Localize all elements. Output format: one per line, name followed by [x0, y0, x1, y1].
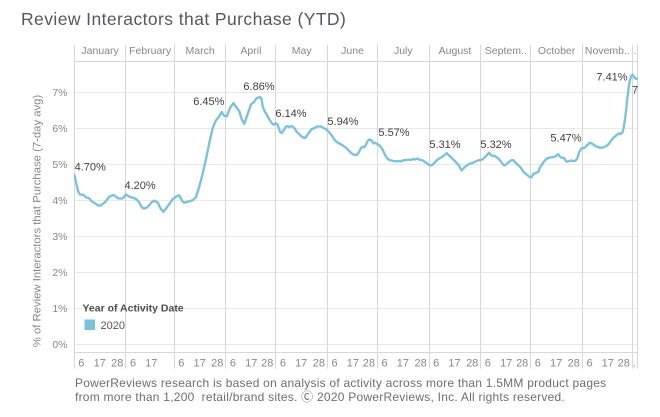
svg-text:28: 28: [313, 358, 325, 370]
svg-text:5.94%: 5.94%: [327, 116, 358, 128]
svg-text:0%: 0%: [52, 339, 67, 351]
svg-text:7: 7: [632, 84, 638, 96]
svg-text:% of Review Interactors that P: % of Review Interactors that Purchase (7…: [32, 95, 44, 348]
svg-text:5.57%: 5.57%: [378, 127, 409, 139]
svg-text:28: 28: [618, 358, 630, 370]
svg-text:August: August: [439, 45, 472, 57]
svg-text:17: 17: [448, 358, 460, 370]
svg-text:May: May: [292, 45, 313, 57]
svg-text:28: 28: [568, 358, 580, 370]
svg-text:Septem..: Septem..: [485, 45, 527, 57]
svg-text:17: 17: [347, 358, 359, 370]
svg-text:28: 28: [211, 358, 223, 370]
svg-text:6%: 6%: [52, 123, 67, 135]
svg-text:June: June: [341, 45, 364, 57]
svg-text:6: 6: [485, 358, 491, 370]
svg-text:February: February: [129, 45, 172, 57]
svg-text:17: 17: [245, 358, 257, 370]
svg-text:6: 6: [535, 358, 541, 370]
svg-text:October: October: [538, 45, 576, 57]
svg-text:4%: 4%: [52, 195, 67, 207]
svg-text:28: 28: [516, 358, 528, 370]
svg-text:6: 6: [586, 358, 592, 370]
svg-text:6: 6: [280, 358, 286, 370]
svg-text:17: 17: [397, 358, 409, 370]
svg-text:1%: 1%: [52, 303, 67, 315]
svg-text:17: 17: [145, 358, 157, 370]
svg-text:28: 28: [261, 358, 273, 370]
svg-text:April: April: [240, 45, 261, 57]
svg-text:3%: 3%: [52, 231, 67, 243]
svg-text:7.41%: 7.41%: [596, 71, 627, 83]
svg-text:17: 17: [500, 358, 512, 370]
svg-text:17: 17: [550, 358, 562, 370]
svg-text:17: 17: [295, 358, 307, 370]
svg-text:28: 28: [363, 358, 375, 370]
svg-text:.: .: [633, 358, 636, 370]
svg-text:6.86%: 6.86%: [243, 81, 274, 93]
svg-text:July: July: [394, 45, 413, 57]
svg-text:Year of Activity Date: Year of Activity Date: [83, 303, 184, 315]
svg-text:5.32%: 5.32%: [480, 139, 511, 151]
svg-text:17: 17: [193, 358, 205, 370]
svg-text:6: 6: [433, 358, 439, 370]
svg-text:5.47%: 5.47%: [550, 132, 581, 144]
svg-text:6: 6: [130, 358, 136, 370]
svg-text:5.31%: 5.31%: [429, 139, 460, 151]
svg-text:17: 17: [602, 358, 614, 370]
svg-text:28: 28: [111, 358, 123, 370]
svg-text:5%: 5%: [52, 159, 67, 171]
svg-text:January: January: [81, 45, 119, 57]
svg-text:March: March: [186, 45, 215, 57]
svg-text:7%: 7%: [52, 87, 67, 99]
svg-text:4.20%: 4.20%: [124, 180, 155, 192]
svg-text:4.70%: 4.70%: [75, 162, 106, 174]
svg-text:28: 28: [466, 358, 478, 370]
svg-text:2020: 2020: [101, 320, 125, 332]
svg-text:.: .: [633, 45, 636, 57]
svg-text:6: 6: [230, 358, 236, 370]
svg-text:6: 6: [78, 358, 84, 370]
svg-text:6: 6: [178, 358, 184, 370]
svg-text:Novemb..: Novemb..: [585, 45, 630, 57]
svg-text:28: 28: [414, 358, 426, 370]
svg-text:6: 6: [332, 358, 338, 370]
svg-text:6: 6: [381, 358, 387, 370]
svg-text:17: 17: [94, 358, 106, 370]
svg-text:2%: 2%: [52, 267, 67, 279]
svg-text:6.45%: 6.45%: [193, 96, 224, 108]
svg-text:6.14%: 6.14%: [275, 108, 306, 120]
